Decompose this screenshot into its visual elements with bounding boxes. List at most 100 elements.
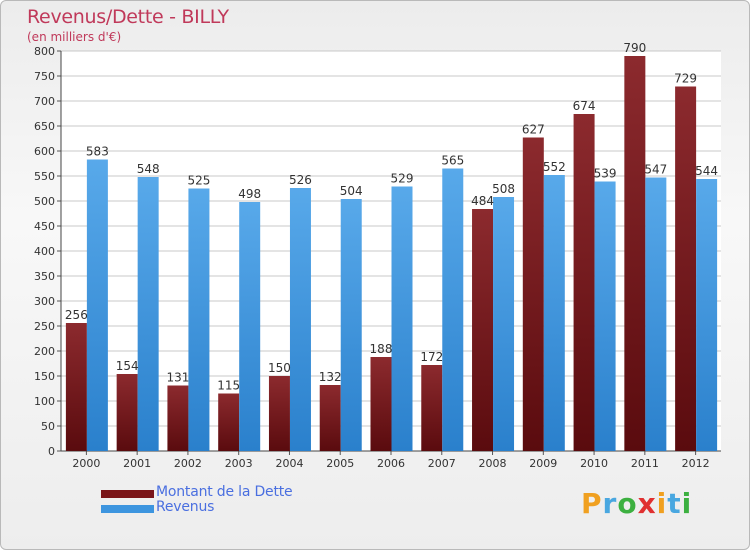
y-tick-label: 700 [34,95,55,108]
x-tick-label: 2001 [123,457,151,470]
y-tick-label: 50 [41,420,55,433]
x-tick-label: 2005 [326,457,354,470]
bar-dette [218,393,240,451]
chart-title: Revenus/Dette - BILLY [27,6,229,28]
proxiti-logo: Proxiti [581,487,692,520]
bar-dette [370,357,392,451]
legend-swatch-dette [101,490,154,498]
y-tick-label: 600 [34,145,55,158]
bar-revenus [645,177,667,451]
bar-dette [167,385,189,451]
logo-letter: x [637,487,657,520]
x-tick-label: 2009 [529,457,557,470]
data-label: 552 [543,160,566,174]
data-label: 115 [217,379,240,393]
y-tick-label: 400 [34,245,55,258]
data-label: 547 [644,163,667,177]
data-label: 790 [623,41,646,55]
y-tick-label: 500 [34,195,55,208]
bar-revenus [543,175,565,451]
bar-dette [268,376,290,451]
y-tick-label: 750 [34,70,55,83]
bar-revenus [86,159,108,451]
x-tick-label: 2003 [225,457,253,470]
y-tick-label: 450 [34,220,55,233]
legend-label-revenus: Revenus [156,499,215,515]
x-tick-label: 2000 [72,457,100,470]
bar-revenus [493,197,515,451]
bar-dette [319,385,341,451]
bar-dette [573,114,595,451]
x-tick-label: 2002 [174,457,202,470]
data-labels: 256 583 154 548 131 525 115 498 150 526 132 504 188 5… [65,41,718,393]
data-label: 132 [319,370,342,384]
bar-revenus [594,181,616,451]
y-tick-label: 550 [34,170,55,183]
bar-revenus [289,188,311,451]
data-label: 498 [238,187,261,201]
data-label: 627 [522,123,545,137]
data-label: 188 [370,342,393,356]
bar-revenus [442,168,464,451]
bar-dette [421,365,443,451]
data-label: 544 [695,164,718,178]
y-tick-label: 200 [34,345,55,358]
bar-dette [624,56,646,451]
x-tick-label: 2011 [631,457,659,470]
chart-subtitle: (en milliers d'€) [27,30,122,44]
data-label: 529 [391,172,414,186]
data-label: 674 [573,99,596,113]
y-tick-label: 800 [34,45,55,58]
bar-dette [675,86,697,451]
data-label: 484 [471,194,494,208]
data-label: 150 [268,361,291,375]
logo-letter: t [667,487,682,520]
y-tick-label: 0 [48,445,55,458]
bar-revenus [137,177,159,451]
y-tick-label: 300 [34,295,55,308]
x-tick-label: 2007 [428,457,456,470]
bar-revenus [340,199,362,451]
data-label: 525 [187,174,210,188]
bar-dette [116,374,138,451]
legend-label-dette: Montant de la Dette [156,484,293,500]
data-label: 583 [86,145,109,159]
data-label: 154 [116,359,139,373]
data-label: 131 [166,371,189,385]
data-label: 729 [674,72,697,86]
y-tick-label: 350 [34,270,55,283]
bar-revenus [239,202,261,451]
y-tick-label: 100 [34,395,55,408]
x-tick-label: 2010 [580,457,608,470]
data-label: 172 [420,350,443,364]
y-tick-label: 250 [34,320,55,333]
y-tick-label: 650 [34,120,55,133]
logo-letter: i [656,487,668,520]
logo-letter: P [581,487,603,520]
bar-dette [522,137,544,451]
y-tick-label: 150 [34,370,55,383]
bars [65,56,718,451]
bar-revenus [391,186,413,451]
data-label: 539 [594,167,617,181]
data-label: 508 [492,182,515,196]
data-label: 256 [65,308,88,322]
legend-swatch-revenus [101,505,154,513]
data-label: 504 [340,184,363,198]
bar-dette [65,323,87,451]
x-tick-label: 2008 [479,457,507,470]
x-tick-label: 2004 [275,457,303,470]
data-label: 548 [137,162,160,176]
bar-revenus [188,188,210,451]
logo-letter: i [681,487,693,520]
data-label: 565 [441,154,464,168]
x-tick-label: 2006 [377,457,405,470]
x-tick-label: 2012 [682,457,710,470]
bar-revenus [696,179,718,451]
data-label: 526 [289,173,312,187]
bar-dette [472,209,494,451]
logo-letter: o [617,487,638,520]
logo-letter: r [602,487,618,520]
